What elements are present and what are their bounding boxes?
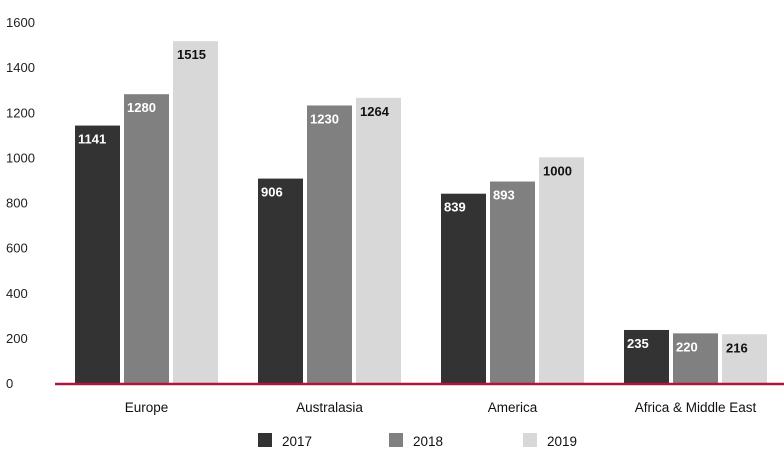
bar-2019 [539, 157, 584, 383]
data-label: 1141 [78, 132, 106, 147]
bar-2017 [75, 125, 120, 383]
bar-2017 [441, 193, 486, 383]
data-label: 906 [261, 185, 283, 200]
x-axis: Europe Australasia America Africa & Middle … [125, 400, 757, 415]
legend-label: 2017 [282, 434, 312, 449]
data-label: 1280 [127, 100, 156, 115]
data-label: 220 [676, 339, 698, 354]
bar-2017 [258, 178, 303, 383]
data-labels: 1141 1280 1515 906 1230 1264 839 893 1000 235 220 2… [78, 47, 748, 355]
bar-2018 [307, 105, 352, 383]
y-tick-label: 800 [6, 196, 28, 211]
data-label: 1515 [177, 47, 206, 62]
legend-swatch-2019 [523, 433, 537, 447]
data-label: 216 [726, 340, 748, 355]
data-label: 235 [627, 336, 649, 351]
x-tick-label: Australasia [296, 400, 363, 415]
bar-2018 [490, 181, 535, 383]
x-tick-label: America [488, 400, 538, 415]
data-label: 1230 [310, 111, 339, 126]
bar-2019 [173, 41, 218, 383]
bar-2019 [356, 97, 401, 383]
y-tick-label: 1200 [6, 105, 35, 120]
legend-label: 2019 [547, 434, 577, 449]
bar-2019 [722, 334, 767, 383]
data-label: 839 [444, 200, 466, 215]
x-tick-label: Africa & Middle East [635, 400, 757, 415]
y-axis: 0 200 400 600 800 1000 1200 1400 1600 [6, 15, 35, 391]
y-tick-label: 400 [6, 286, 28, 301]
legend-swatch-2018 [389, 433, 403, 447]
y-tick-label: 1000 [6, 150, 35, 165]
y-tick-label: 600 [6, 241, 28, 256]
y-tick-label: 1600 [6, 15, 35, 30]
y-tick-label: 1400 [6, 60, 35, 75]
data-label: 893 [493, 188, 515, 203]
y-tick-label: 200 [6, 331, 28, 346]
bar-2017 [624, 329, 669, 383]
data-label: 1000 [543, 163, 572, 178]
bars [75, 41, 767, 383]
x-tick-label: Europe [125, 400, 169, 415]
bar-2018 [673, 333, 718, 383]
data-label: 1264 [360, 104, 390, 119]
bar-2018 [124, 94, 169, 383]
legend-swatch-2017 [258, 433, 272, 447]
legend: 2017 2018 2019 [258, 433, 577, 449]
legend-label: 2018 [413, 434, 443, 449]
y-tick-label: 0 [6, 376, 13, 391]
